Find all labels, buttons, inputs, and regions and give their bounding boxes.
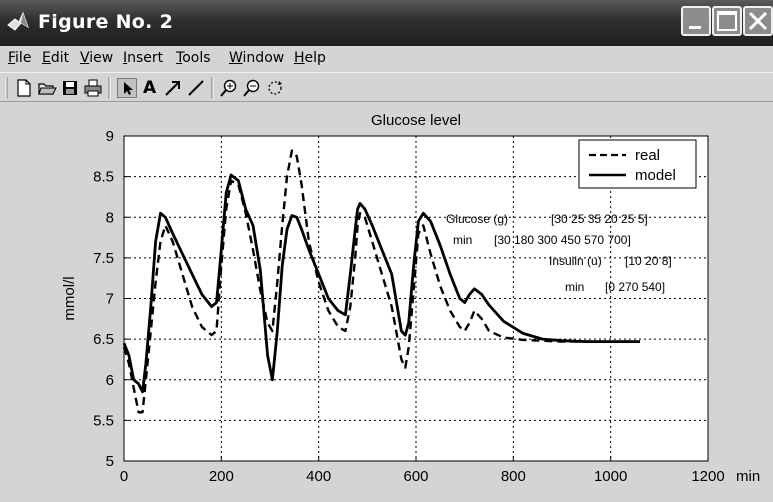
toolbar-separator (211, 77, 214, 99)
select-arrow-icon (124, 82, 133, 95)
toolbar-separator (108, 77, 111, 99)
close-button[interactable] (743, 6, 773, 36)
maximize-button[interactable] (712, 6, 742, 36)
open-button[interactable] (37, 78, 57, 98)
legend: real model (578, 139, 697, 189)
rotate-icon (268, 81, 282, 95)
zoom-in-icon (220, 79, 237, 97)
minimize-icon (689, 26, 701, 29)
menu-window[interactable]: Window (229, 50, 285, 66)
y-tick-label: 9 (106, 128, 114, 145)
y-tick-label: 7 (106, 291, 114, 308)
rotate-button[interactable] (265, 78, 285, 98)
series-layer (122, 149, 640, 414)
annotation-block: Glucose (g) [30 25 35 20 25 5] min [30 1… (446, 212, 672, 294)
glucose-chart: 0 200 400 600 800 1000 1200 5 5.5 6 6.5 7 7.5 8 8.5 9 G… (61, 112, 760, 485)
insert-text-button[interactable]: A (140, 78, 160, 98)
x-tick-label: 1200 (691, 468, 724, 485)
annotation-insulin-label: Insulin (u) (549, 254, 602, 268)
series-line-real (122, 149, 640, 414)
save-button[interactable] (60, 78, 80, 98)
x-tick-label: 800 (501, 468, 526, 485)
text-icon: A (143, 78, 157, 98)
window-title: Figure No. 2 (38, 11, 174, 33)
x-axis-label: min (736, 468, 760, 485)
axis-ticks: 0 200 400 600 800 1000 1200 5 5.5 6 6.5 7 7.5 8 8.5 9 (93, 128, 725, 485)
x-tick-label: 400 (306, 468, 331, 485)
y-tick-label: 6 (106, 372, 114, 389)
new-file-icon (17, 79, 31, 97)
close-icon (748, 11, 768, 31)
series-line-model (122, 173, 640, 394)
zoom-out-icon (243, 79, 260, 97)
menu-bar: File Edit View Insert Tools Window Help (0, 46, 773, 72)
menu-edit[interactable]: Edit (42, 50, 70, 66)
annotation-glucose-min-value: [30 180 300 450 570 700] (494, 233, 631, 247)
draw-line-icon (188, 80, 204, 96)
x-tick-label: 1000 (594, 468, 627, 485)
minimize-button[interactable] (681, 6, 711, 36)
open-folder-icon (38, 83, 57, 95)
menu-tools[interactable]: Tools (176, 50, 211, 66)
insert-arrow-button[interactable] (163, 78, 183, 98)
x-tick-label: 0 (120, 468, 128, 485)
zoom-out-button[interactable] (242, 78, 262, 98)
y-tick-label: 8 (106, 209, 114, 226)
legend-label-model: model (635, 167, 676, 184)
chart-title: Glucose level (371, 112, 461, 129)
annotation-glucose-label: Glucose (g) (446, 212, 508, 226)
select-button[interactable] (117, 78, 137, 98)
title-bar[interactable]: Figure No. 2 (0, 0, 773, 46)
save-icon (63, 81, 77, 95)
annotation-insulin-value: [10 20 8] (625, 254, 672, 268)
y-tick-label: 7.5 (93, 250, 114, 267)
y-tick-label: 6.5 (93, 331, 114, 348)
legend-box (578, 139, 697, 189)
legend-label-real: real (635, 147, 660, 164)
zoom-in-button[interactable] (219, 78, 239, 98)
annotation-insulin-min-value: [0 270 540] (605, 280, 665, 294)
y-tick-label: 5 (106, 453, 114, 470)
print-icon (84, 79, 102, 97)
annotation-glucose-value: [30 25 35 20 25 5] (551, 212, 648, 226)
figure-canvas: 0 200 400 600 800 1000 1200 5 5.5 6 6.5 7 7.5 8 8.5 9 G… (0, 102, 773, 502)
y-tick-label: 8.5 (93, 169, 114, 186)
toolbar-grip (5, 77, 8, 99)
annotation-insulin-min-label: min (565, 280, 584, 294)
menu-view[interactable]: View (80, 50, 114, 66)
y-tick-label: 5.5 (93, 412, 114, 429)
y-axis-label: mmol/l (61, 276, 78, 320)
insert-line-button[interactable] (186, 78, 206, 98)
draw-arrow-icon (165, 81, 180, 96)
new-file-button[interactable] (14, 78, 34, 98)
x-tick-label: 600 (403, 468, 428, 485)
annotation-glucose-min-label: min (453, 233, 472, 247)
x-tick-label: 200 (209, 468, 234, 485)
menu-file[interactable]: File (8, 50, 32, 66)
menu-help[interactable]: Help (294, 50, 326, 66)
menu-insert[interactable]: Insert (123, 50, 164, 66)
print-button[interactable] (83, 78, 103, 98)
maximize-icon (717, 11, 737, 31)
toolbar: A (0, 72, 773, 102)
matlab-icon (7, 11, 29, 31)
